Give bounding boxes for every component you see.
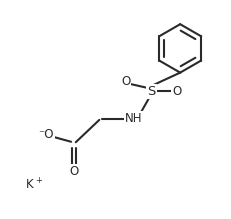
Text: ⁻O: ⁻O	[38, 128, 54, 141]
Text: S: S	[147, 85, 155, 97]
Text: O: O	[172, 85, 181, 97]
Text: O: O	[69, 165, 79, 178]
Text: NH: NH	[125, 112, 143, 125]
Text: O: O	[121, 75, 131, 88]
Text: +: +	[35, 177, 42, 185]
Text: K: K	[25, 178, 33, 191]
